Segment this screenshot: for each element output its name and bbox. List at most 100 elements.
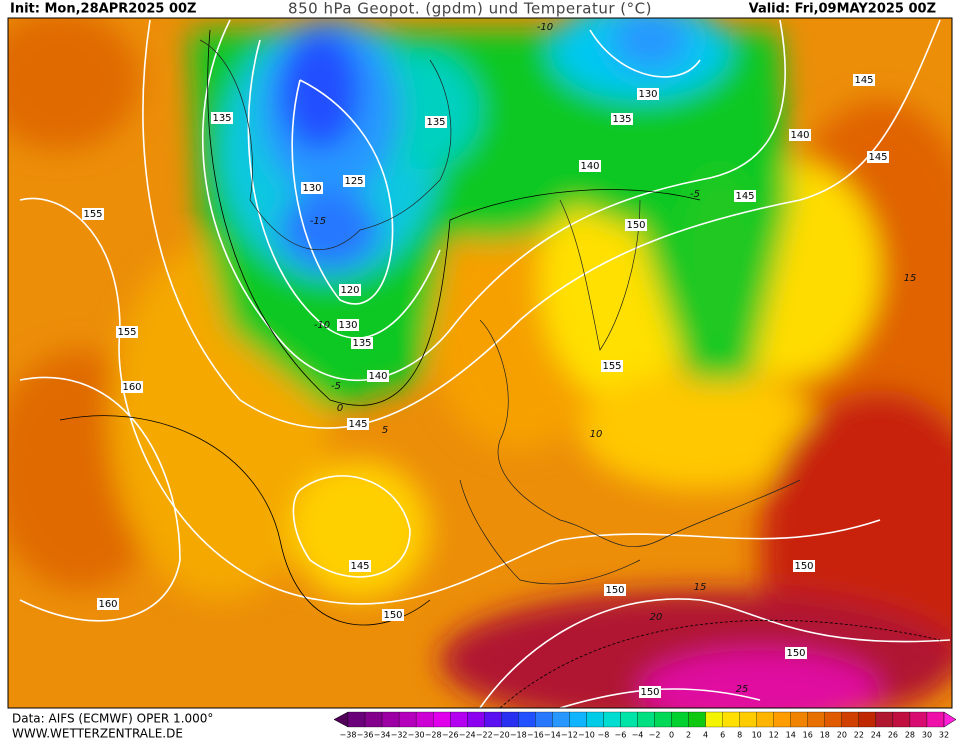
map-frame — [7, 17, 953, 709]
label-box — [789, 129, 811, 141]
label-box — [82, 208, 104, 220]
colorbar-swatch — [415, 711, 434, 728]
temperature-label: 0 — [337, 403, 343, 414]
colorbar-label: −12 — [561, 731, 578, 740]
label-box — [337, 319, 359, 331]
colorbar-label: 0 — [669, 731, 674, 740]
label-box — [785, 647, 807, 659]
colorbar-label: 6 — [720, 731, 725, 740]
geopotential-label: 135 — [212, 113, 231, 124]
label-box — [611, 113, 633, 125]
colorbar-label: 8 — [737, 731, 742, 740]
colorbar-label: 28 — [905, 731, 915, 740]
colorbar-label: 30 — [922, 731, 932, 740]
colorbar-swatch — [824, 711, 842, 728]
colorbar-label: 22 — [854, 731, 864, 740]
colorbar-swatch — [603, 711, 621, 728]
colorbar-swatch — [654, 711, 672, 728]
colorbar-swatch — [381, 711, 400, 728]
geopotential-label: 160 — [122, 382, 141, 393]
colorbar-label: −32 — [391, 731, 408, 740]
temperature-label: 10 — [590, 429, 603, 440]
colorbar-swatch — [484, 711, 502, 728]
colorbar-label: −6 — [615, 731, 627, 740]
colorbar-swatch — [807, 711, 825, 728]
geopotential-label: 145 — [868, 152, 887, 163]
label-box — [349, 560, 371, 572]
label-box — [604, 584, 626, 596]
colorbar-swatch — [841, 711, 860, 728]
geopotential-contours — [19, 19, 951, 708]
label-box — [637, 88, 659, 100]
geopotential-label: 130 — [638, 89, 657, 100]
colorbar-swatch — [450, 711, 468, 728]
colorbar-label: −14 — [544, 731, 561, 740]
colorbar-swatch — [722, 711, 740, 728]
temperature-label: -5 — [690, 189, 700, 200]
geopotential-label: 140 — [580, 161, 599, 172]
colorbar-swatch — [637, 711, 655, 728]
temperature-label: 20 — [650, 612, 663, 623]
temperature-label: -5 — [331, 381, 341, 392]
colorbar-label: 2 — [686, 731, 691, 740]
colorbar-swatch — [739, 711, 757, 728]
colorbar-swatch — [909, 711, 928, 728]
colorbar: −38 −36 −34 −32 −30 −28 −26 −24 −22 −20 −18 −16 −14−… — [333, 711, 957, 740]
temperature-contours — [59, 29, 941, 708]
temperature-label: -10 — [537, 22, 553, 33]
geopotential-label: 145 — [350, 561, 369, 572]
label-box — [867, 151, 889, 163]
colorbar-swatch — [518, 711, 536, 728]
geopotential-label: 150 — [786, 648, 805, 659]
colorbar-swatch — [926, 711, 945, 728]
colorbar-label: −22 — [476, 731, 493, 740]
map-title: 850 hPa Geopot. (gpdm) und Temperatur (°… — [288, 0, 652, 18]
map-area — [8, 18, 952, 708]
geopotential-label: 160 — [98, 599, 117, 610]
colorbar-arrow — [943, 711, 957, 728]
colorbar-label: −20 — [493, 731, 510, 740]
colorbar-label: −36 — [357, 731, 374, 740]
colorbar-label: −34 — [374, 731, 391, 740]
colorbar-swatch — [875, 711, 894, 728]
geopotential-label: 120 — [340, 285, 359, 296]
colorbar-swatch — [569, 711, 587, 728]
colorbar-swatch — [790, 711, 808, 728]
colorbar-label: −28 — [425, 731, 442, 740]
label-box — [301, 182, 323, 194]
geopotential-label: 135 — [426, 117, 445, 128]
valid-time: Valid: Fri,09MAY2025 00Z — [749, 2, 936, 17]
data-source: Data: AIFS (ECMWF) OPER 1.000° — [12, 712, 213, 726]
colorbar-label: 18 — [820, 731, 830, 740]
colorbar-swatch — [586, 711, 604, 728]
colorbar-label: −8 — [598, 731, 610, 740]
geopotential-label: 145 — [348, 419, 367, 430]
geopotential-label: 140 — [368, 371, 387, 382]
temperature-label: 5 — [382, 425, 388, 436]
colorbar-swatch — [535, 711, 553, 728]
colorbar-label: 10 — [752, 731, 762, 740]
geopotential-label: 130 — [302, 183, 321, 194]
label-box — [116, 326, 138, 338]
colorbar-swatch — [364, 711, 383, 728]
label-box — [351, 337, 373, 349]
temperature-label: 15 — [904, 273, 917, 284]
label-box — [343, 175, 365, 187]
colorbar-label: −38 — [340, 731, 357, 740]
temperature-label: -10 — [314, 320, 330, 331]
colorbar-swatch — [467, 711, 485, 728]
geopotential-label: 140 — [790, 130, 809, 141]
colorbar-swatch — [347, 711, 366, 728]
colorbar-label: −26 — [442, 731, 459, 740]
colorbar-label: 20 — [837, 731, 847, 740]
colorbar-swatch — [688, 711, 706, 728]
coastlines — [199, 39, 801, 585]
label-box — [367, 370, 389, 382]
colorbar-label: −30 — [408, 731, 425, 740]
geopotential-label: 150 — [794, 561, 813, 572]
label-box — [382, 609, 404, 621]
colorbar-label: 4 — [703, 731, 708, 740]
colorbar-label: −10 — [578, 731, 595, 740]
